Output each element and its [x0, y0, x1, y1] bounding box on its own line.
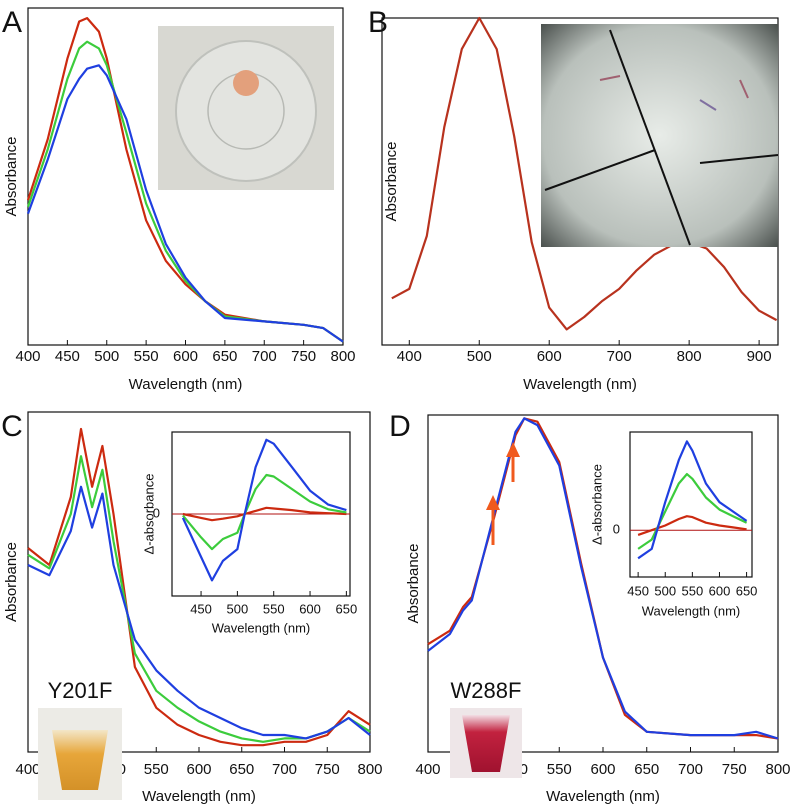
x-tick-label: 900	[747, 348, 772, 365]
y-axis-label: Absorbance	[3, 542, 20, 622]
x-axis-label: Wavelength (nm)	[642, 603, 741, 618]
x-tick-label: 400	[15, 761, 40, 778]
x-axis-label: Wavelength (nm)	[546, 788, 660, 805]
x-tick-label: 550	[144, 761, 169, 778]
spectrum-line	[427, 417, 779, 740]
x-tick-label: 600	[590, 761, 615, 778]
x-tick-label: 450	[627, 583, 649, 598]
y-axis-label: Absorbance	[383, 141, 400, 221]
x-tick-label: 550	[682, 583, 704, 598]
panel-letter: C	[1, 410, 23, 443]
x-tick-label: 600	[173, 348, 198, 365]
spectrum-line	[637, 440, 748, 560]
x-tick-label: 800	[677, 348, 702, 365]
x-axis-label: Wavelength (nm)	[142, 788, 256, 805]
x-tick-label: 500	[94, 348, 119, 365]
x-tick-label: 700	[272, 761, 297, 778]
panel-letter: B	[368, 6, 388, 39]
spectrum-line	[27, 427, 371, 747]
x-tick-label: 650	[336, 601, 358, 616]
arrows	[486, 442, 520, 545]
annotation: Y201F	[48, 678, 113, 703]
x-tick-label: 600	[186, 761, 211, 778]
x-tick-label: 750	[722, 761, 747, 778]
x-tick-label: 800	[330, 348, 355, 365]
y-axis-label: Absorbance	[405, 543, 422, 623]
y-axis-label: Absorbance	[3, 136, 20, 216]
x-axis-label: Wavelength (nm)	[523, 376, 637, 393]
x-tick-label: 800	[357, 761, 382, 778]
photo-crystals	[541, 24, 779, 247]
x-axis-label: Wavelength (nm)	[129, 376, 243, 393]
spectrum-line	[181, 438, 347, 582]
x-tick-label: 550	[134, 348, 159, 365]
x-tick-label: 450	[55, 348, 80, 365]
photo-tube-y201f	[38, 708, 122, 800]
panel-letter: D	[389, 410, 411, 443]
x-tick-label: 650	[634, 761, 659, 778]
x-axis-label: Wavelength (nm)	[212, 620, 311, 635]
x-tick-label: 450	[190, 601, 212, 616]
photo-tube-w288f	[450, 708, 522, 778]
y-axis-label: Δ-absorbance	[141, 474, 156, 555]
x-tick-label: 700	[678, 761, 703, 778]
x-tick-label: 650	[212, 348, 237, 365]
x-tick-label: 500	[467, 348, 492, 365]
spectrum-line	[182, 473, 347, 551]
x-tick-label: 750	[315, 761, 340, 778]
y-axis-label: Δ-absorbance	[589, 464, 604, 545]
y-tick-label: 0	[153, 505, 160, 520]
panel-letter: A	[2, 6, 22, 39]
spectrum-line	[182, 506, 347, 522]
x-tick-label: 700	[607, 348, 632, 365]
spectrum-line	[391, 16, 778, 331]
x-tick-label: 400	[397, 348, 422, 365]
x-tick-label: 600	[299, 601, 321, 616]
x-tick-label: 550	[547, 761, 572, 778]
x-tick-label: 800	[765, 761, 790, 778]
photo-sample-disc	[158, 26, 334, 190]
x-tick-label: 600	[709, 583, 731, 598]
x-tick-label: 750	[291, 348, 316, 365]
x-tick-label: 700	[252, 348, 277, 365]
spectrum-line	[26, 64, 344, 343]
x-tick-label: 500	[227, 601, 249, 616]
x-tick-label: 400	[415, 761, 440, 778]
x-tick-label: 550	[263, 601, 285, 616]
x-tick-label: 600	[537, 348, 562, 365]
x-tick-label: 400	[15, 348, 40, 365]
plot-frame	[629, 431, 753, 578]
spectrum-line	[27, 485, 371, 740]
annotation: W288F	[451, 678, 522, 703]
x-tick-label: 500	[654, 583, 676, 598]
y-tick-label: 0	[613, 522, 620, 537]
x-tick-label: 650	[736, 583, 758, 598]
x-tick-label: 650	[229, 761, 254, 778]
